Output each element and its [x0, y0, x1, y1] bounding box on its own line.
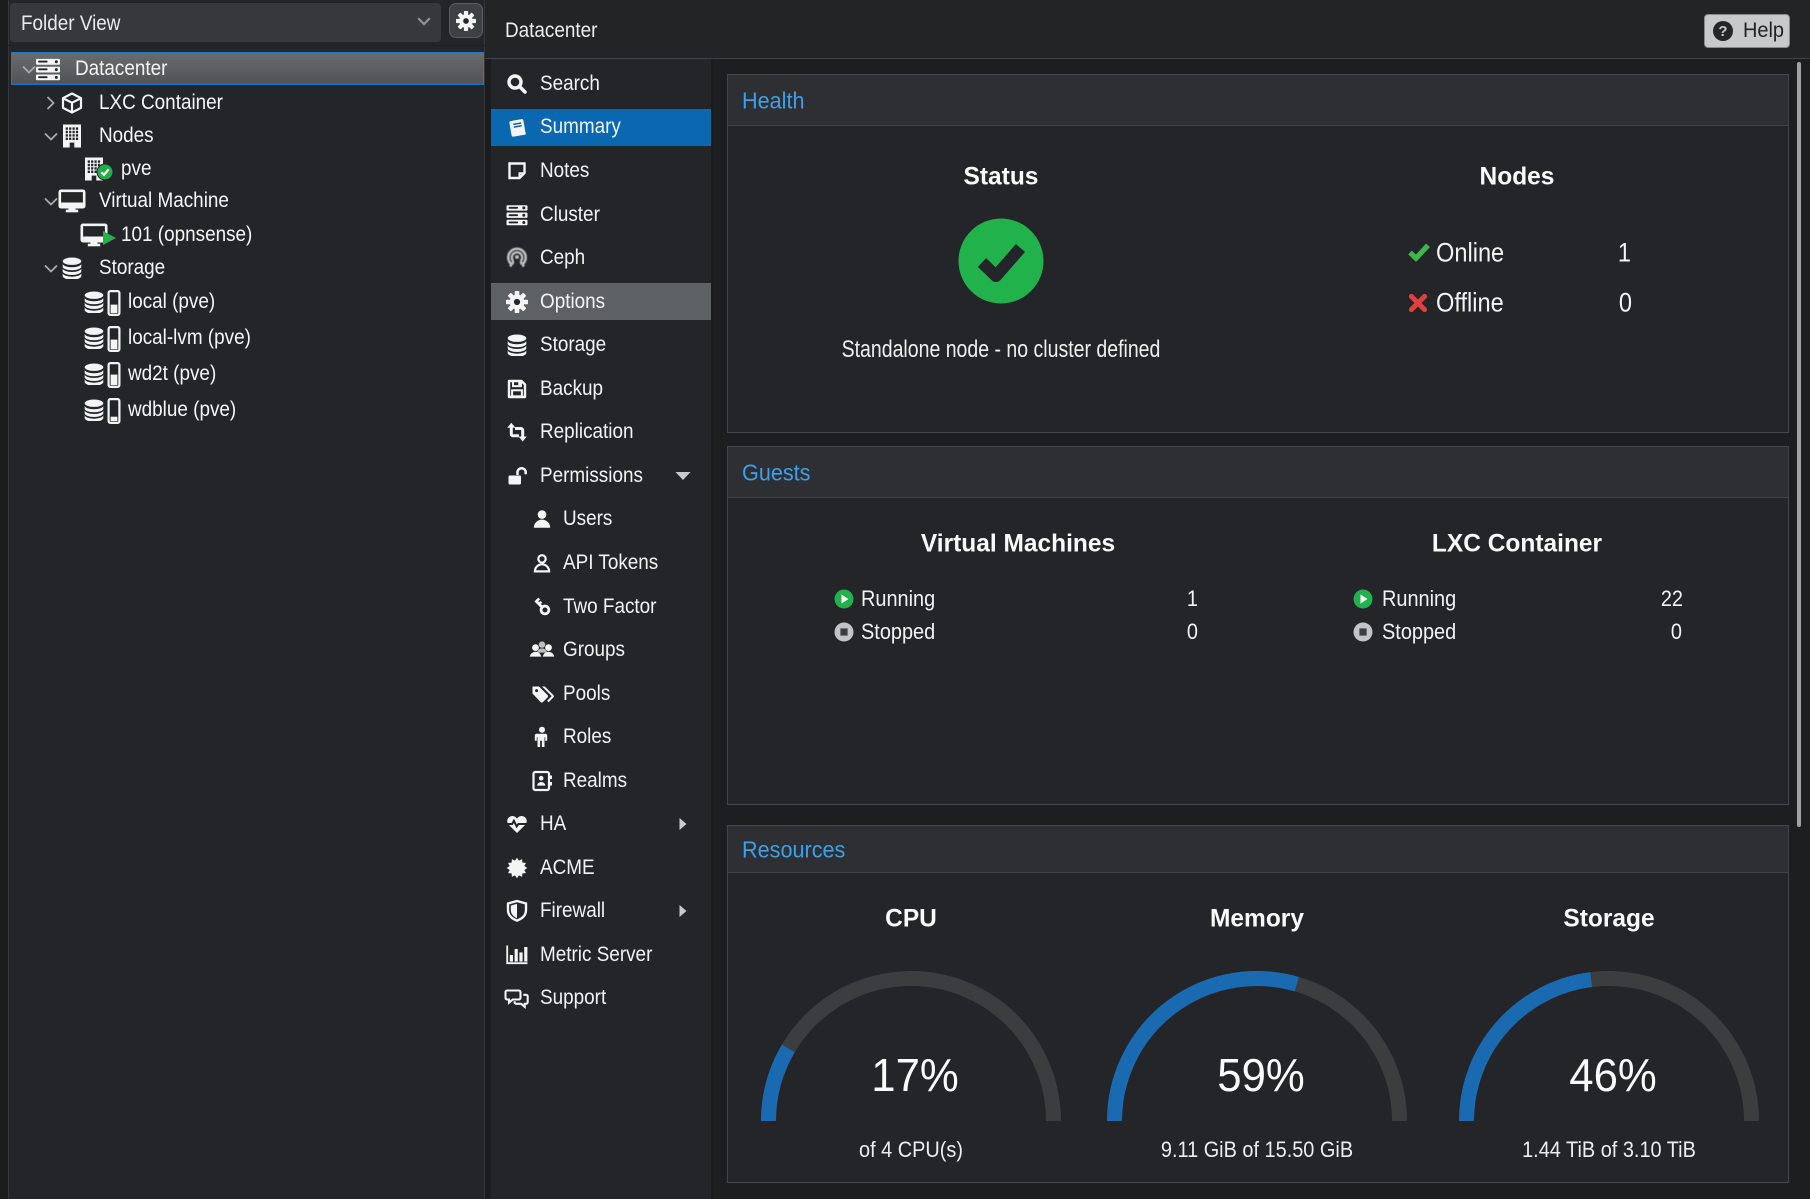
svg-text:?: ? [1718, 23, 1727, 40]
